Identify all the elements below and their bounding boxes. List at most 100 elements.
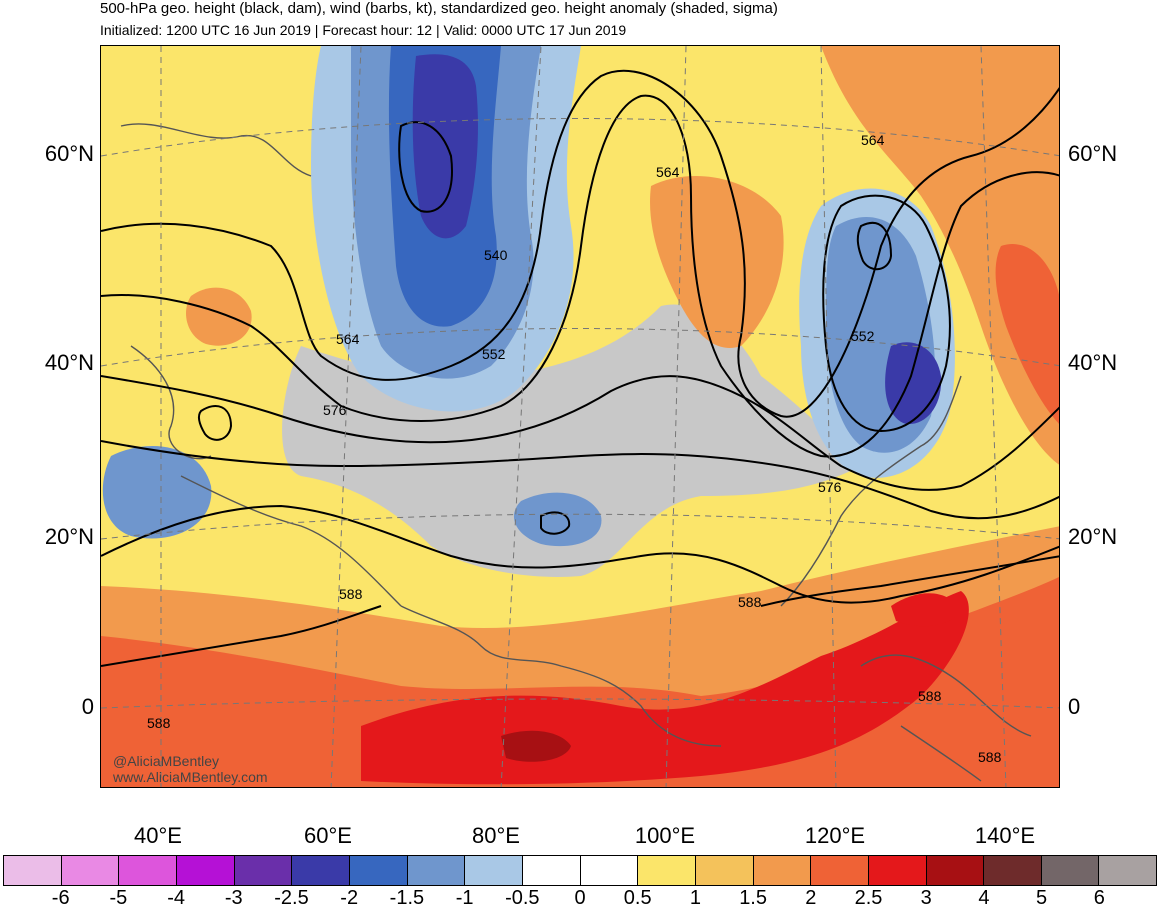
- colorbar-label: 2.5: [854, 887, 883, 909]
- contour-label: 564: [336, 331, 360, 347]
- colorbar-label: -4: [167, 887, 185, 909]
- colorbar-label: -1.5: [389, 887, 425, 909]
- lat-label-left: 0: [81, 694, 94, 719]
- contour-label: 588: [738, 594, 762, 610]
- colorbar-swatch: [291, 855, 350, 886]
- colorbar-swatch: [694, 855, 754, 886]
- map-subtitle: Initialized: 1200 UTC 16 Jun 2019 | Fore…: [100, 22, 627, 38]
- colorbar-label: 0.5: [623, 887, 652, 909]
- contour-line: [101, 605, 382, 667]
- lat-label-right: 40°N: [1068, 350, 1118, 375]
- colorbar-label: 4: [978, 887, 990, 909]
- map-panel: 564 564 540 564 552 552 576 576 588 588 …: [100, 45, 1060, 788]
- contour-line: [760, 555, 1059, 607]
- colorbar-label: 1: [689, 887, 701, 909]
- colorbar-label: 2: [805, 887, 817, 909]
- contour-line: [101, 375, 1059, 491]
- colorbar-label: -3: [224, 887, 243, 909]
- graticule-line: [330, 46, 362, 787]
- contour-line: [101, 69, 1059, 418]
- contour-labels: 564 564 540 564 552 552 576 576 588 588 …: [147, 132, 1002, 765]
- anomaly-darkred-blob: [501, 730, 571, 762]
- graticule-line: [820, 46, 837, 787]
- lat-label-right: 0: [1068, 694, 1081, 719]
- colorbar-swatch: [406, 855, 466, 886]
- colorbar-label: -5: [109, 887, 128, 909]
- colorbar-label: 1.5: [739, 887, 767, 909]
- colorbar-swatch: [867, 855, 927, 886]
- lat-label-right: 60°N: [1068, 141, 1118, 166]
- anomaly-neutral-band: [282, 304, 861, 577]
- colorbar-swatch: [925, 855, 985, 886]
- colorbar-swatch: [3, 855, 62, 886]
- map-canvas: 564 564 540 564 552 552 576 576 588 588 …: [101, 46, 1059, 787]
- graticule-line: [980, 46, 1007, 787]
- colorbar-swatch: [579, 855, 639, 886]
- colorbar-swatch: [233, 855, 293, 886]
- contour-line: [197, 405, 233, 441]
- lon-label: 40°E: [134, 823, 182, 848]
- contour-line: [540, 511, 571, 535]
- colorbar-swatch: [752, 855, 812, 886]
- colorbar-label: 0: [574, 887, 586, 909]
- anomaly-cold-trough-deep: [412, 54, 478, 239]
- colorbar-swatch: [983, 855, 1042, 886]
- graticule-line: [101, 118, 1059, 157]
- graticule: [101, 46, 1059, 787]
- contour-label: 588: [978, 749, 1002, 765]
- anomaly-warm-blob-mongolia: [650, 176, 784, 348]
- lon-label: 140°E: [974, 823, 1036, 848]
- colorbar-swatch: [637, 855, 696, 886]
- contour-line: [822, 194, 951, 433]
- graticule-line: [500, 46, 542, 787]
- credit-handle: @AliciaMBentley: [113, 753, 219, 769]
- colorbar-swatch: [175, 855, 235, 886]
- contour-label: 576: [323, 402, 347, 418]
- anomaly-warm-northeast: [821, 46, 1059, 465]
- contour-label: 576: [818, 479, 842, 495]
- anomaly-cold-blob-central: [513, 492, 602, 547]
- colorbar-swatch: [118, 855, 177, 886]
- map-title: 500-hPa geo. height (black, dam), wind (…: [100, 0, 778, 17]
- colorbar-label: -6: [51, 887, 70, 909]
- colorbar-label: 5: [1036, 887, 1048, 909]
- contour-label: 540: [484, 247, 508, 263]
- contour-label: 588: [339, 586, 363, 602]
- contour-label: 588: [147, 715, 171, 731]
- colorbar-label: 6: [1093, 887, 1105, 909]
- contour-label: 564: [861, 132, 885, 148]
- colorbar-swatch: [810, 855, 869, 886]
- contour-line: [101, 94, 1059, 458]
- contour-label: 564: [656, 164, 680, 180]
- lon-label: 60°E: [304, 823, 352, 848]
- coastline-southeast: [860, 654, 1032, 782]
- colorbar-swatch: [464, 855, 523, 886]
- height-contours: [101, 69, 1059, 667]
- contour-line: [101, 440, 1059, 520]
- colorbar-label: -1: [455, 887, 474, 909]
- contour-line: [856, 221, 893, 271]
- colorbar-label: 3: [920, 887, 932, 909]
- lon-label: 100°E: [634, 823, 696, 848]
- colorbar-swatch: [348, 855, 408, 886]
- anomaly-cold-blob-west: [102, 446, 212, 539]
- colorbar-swatch: [1098, 855, 1158, 886]
- lat-label-left: 20°N: [44, 524, 94, 549]
- anomaly-warm-blob-europe: [186, 287, 252, 346]
- graticule-line: [665, 46, 687, 787]
- anomaly-red-east: [891, 593, 961, 627]
- contour-label: 588: [918, 688, 942, 704]
- graticule-line: [101, 328, 1059, 367]
- colorbar-swatch: [521, 855, 581, 886]
- lat-label-right: 20°N: [1068, 524, 1118, 549]
- anomaly-hot-northeast: [995, 244, 1059, 424]
- graticule-line: [101, 513, 1059, 540]
- contour-label: 552: [482, 346, 506, 362]
- colorbar-label: -2: [340, 887, 359, 909]
- contour-line: [398, 121, 453, 213]
- colorbar-label: -0.5: [505, 887, 540, 909]
- colorbar-label: -2.5: [274, 887, 309, 909]
- lat-label-left: 40°N: [44, 350, 94, 375]
- colorbar-swatch: [60, 855, 120, 886]
- contour-line: [101, 504, 1059, 604]
